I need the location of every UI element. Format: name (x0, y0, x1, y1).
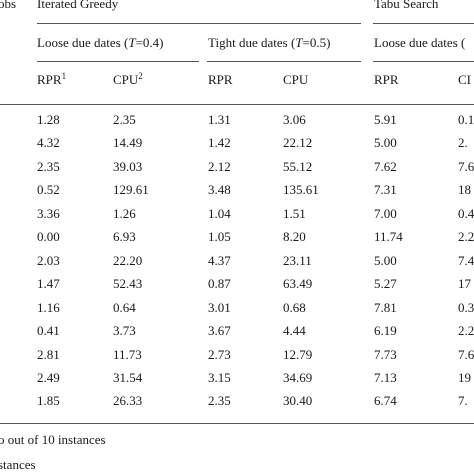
subheader-ig-loose: Loose due dates (T=0.4) (37, 35, 164, 50)
subheader-ig-tight: Tight due dates (T=0.5) (208, 35, 331, 50)
table-cell: 12.79 (283, 346, 313, 362)
column-header-cpu-1: CPU2 (113, 71, 143, 88)
subgroup-rule-ts-loose (373, 61, 474, 62)
table-cell: 7.13 (374, 369, 397, 385)
table-cell: 11.73 (113, 346, 142, 362)
table-cell: 0.87 (208, 276, 231, 292)
table-cell: 0.41 (37, 323, 60, 339)
table-cell: 0.68 (283, 299, 306, 315)
table-cell: 0.52 (37, 182, 60, 198)
table-cell: 7.73 (374, 346, 397, 362)
footnote-1: o out of 10 instances (0, 432, 106, 447)
table-cell: 5.00 (374, 252, 397, 268)
table-cell: 19 (458, 369, 471, 385)
table-cell: 30.40 (283, 393, 313, 409)
table-cell: 2.2 (458, 229, 474, 245)
table-cell: 3.15 (208, 369, 231, 385)
table-cell: 26.33 (113, 393, 143, 409)
table-cell: 5.91 (374, 112, 397, 127)
table-cell: 2.35 (113, 112, 136, 127)
table-cell: 129.61 (113, 182, 149, 198)
table-cell: 5.00 (374, 135, 397, 151)
column-header-jobs: obs (0, 0, 17, 11)
table-cell: 4.44 (283, 323, 306, 339)
column-header-cpu-3: CI (458, 72, 471, 87)
table-cell: 2. (458, 135, 468, 151)
table-cell: 2.35 (208, 393, 231, 409)
table-bottom-rule-visible (0, 423, 474, 424)
table-cell: 0.4 (458, 205, 474, 221)
table-cell: 0.3 (458, 299, 474, 315)
table-cell: 22.20 (113, 252, 143, 268)
table-cell: 7.62 (374, 158, 397, 174)
table-cell: 52.43 (113, 276, 143, 292)
table-cell: 2.49 (37, 369, 60, 385)
table-cell: 7.6 (458, 158, 474, 174)
table-cell: 3.06 (283, 112, 306, 127)
table-cell: 1.47 (37, 276, 60, 292)
table-cell: 2.73 (208, 346, 231, 362)
table-cell: 2.2 (458, 323, 474, 339)
table-cell: 14.49 (113, 135, 143, 151)
table-cell: 34.69 (283, 369, 313, 385)
table-cell: 31.54 (113, 369, 143, 385)
table-cell: 2.81 (37, 346, 60, 362)
table-cell: 4.37 (208, 252, 231, 268)
table-cell: 7. (458, 393, 468, 409)
subgroup-rule-ig-loose (37, 61, 199, 62)
table-cell: 3.67 (208, 323, 231, 339)
column-header-rpr-1: RPR1 (37, 71, 67, 88)
column-header-rpr-2: RPR (208, 72, 233, 87)
footnote-2: stances (0, 457, 36, 472)
table-cell: 11.74 (374, 229, 403, 245)
table-cell: 7.6 (458, 346, 474, 362)
table-cell: 1.28 (37, 112, 60, 127)
table-cell: 3.48 (208, 182, 231, 198)
table-cell: 0.1 (458, 112, 474, 127)
table-cell: 39.03 (113, 158, 143, 174)
table-cell: 1.26 (113, 205, 136, 221)
subgroup-rule-ig-tight (207, 61, 361, 62)
table-cell: 135.61 (283, 182, 319, 198)
table-cell: 0.00 (37, 229, 60, 245)
table-cell: 0.64 (113, 299, 136, 315)
table-cell: 1.85 (37, 393, 60, 409)
column-header-rpr-3: RPR (374, 72, 399, 87)
table-cell: 7.4 (458, 252, 474, 268)
table-cell: 3.36 (37, 205, 60, 221)
table-cell: 4.32 (37, 135, 60, 151)
table-cell: 2.35 (37, 158, 60, 174)
table-cell: 23.11 (283, 252, 312, 268)
table-cell: 7.00 (374, 205, 397, 221)
table-cell: 1.31 (208, 112, 231, 127)
table-cell: 1.16 (37, 299, 60, 315)
table-cell: 1.04 (208, 205, 231, 221)
table-cell: 7.81 (374, 299, 397, 315)
group-header-tabu-search: Tabu Search (374, 0, 439, 11)
header-bottom-rule (0, 104, 474, 105)
table-cell: 18 (458, 182, 471, 198)
subheader-ts-loose: Loose due dates ( (374, 35, 466, 50)
table-cell: 6.93 (113, 229, 136, 245)
table-cell: 6.74 (374, 393, 397, 409)
table-cell: 2.12 (208, 158, 231, 174)
column-header-cpu-2: CPU (283, 72, 309, 87)
table-cell: 22.12 (283, 135, 313, 151)
table-cell: 1.05 (208, 229, 231, 245)
table-cell: 8.20 (283, 229, 306, 245)
table-cell: 17 (458, 276, 471, 292)
table-cell: 1.51 (283, 205, 306, 221)
table-cell: 1.42 (208, 135, 231, 151)
table-cell: 5.27 (374, 276, 397, 292)
group-rule-tabu-search (373, 23, 474, 24)
table-cell: 3.01 (208, 299, 231, 315)
table-cell: 6.19 (374, 323, 397, 339)
table-cell: 7.31 (374, 182, 397, 198)
table-cell: 55.12 (283, 158, 313, 174)
table-cell: 63.49 (283, 276, 313, 292)
table-cell: 3.73 (113, 323, 136, 339)
table-cell: 2.03 (37, 252, 60, 268)
group-header-iterated-greedy: Iterated Greedy (37, 0, 119, 11)
group-rule-iterated-greedy (37, 23, 361, 24)
